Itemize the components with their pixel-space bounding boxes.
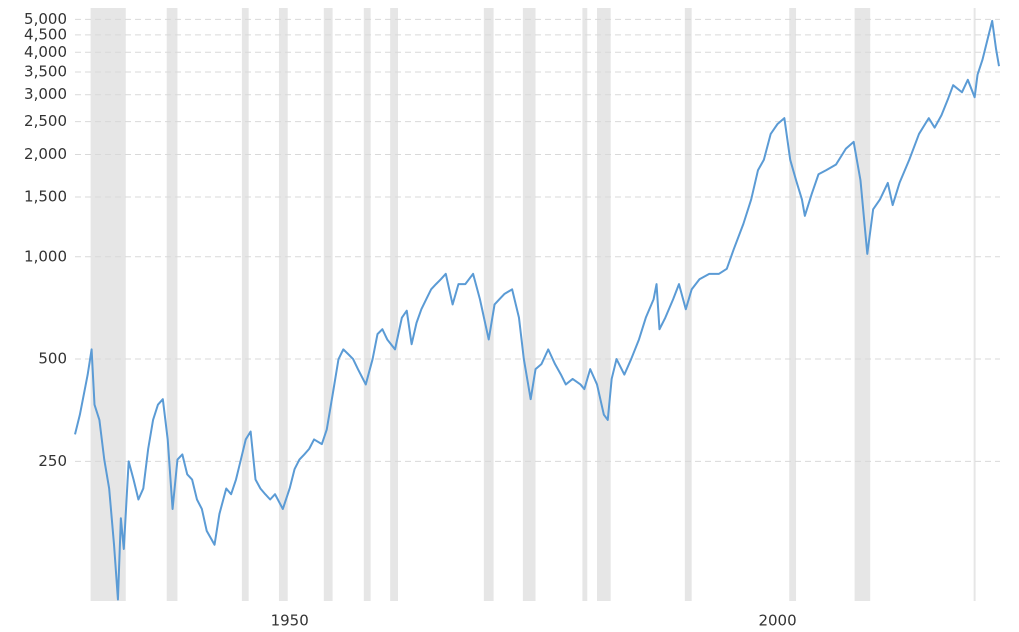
y-tick-label: 3,000: [24, 85, 67, 103]
recession-band: [582, 8, 588, 601]
y-tick-label: 1,500: [24, 187, 67, 205]
y-tick-label: 500: [38, 350, 67, 368]
recession-band: [363, 8, 371, 601]
recession-band: [166, 8, 178, 601]
recession-band: [241, 8, 249, 601]
x-tick-label: 2000: [758, 612, 796, 630]
y-tick-label: 5,000: [24, 10, 67, 28]
recession-band: [483, 8, 494, 601]
y-tick-label: 250: [38, 452, 67, 470]
recession-band: [854, 8, 871, 601]
recession-band: [597, 8, 611, 601]
recession-band: [323, 8, 333, 601]
recession-band: [684, 8, 692, 601]
recession-band: [789, 8, 797, 601]
recession-band: [90, 8, 126, 601]
x-tick-label: 1950: [271, 612, 309, 630]
y-tick-label: 1,000: [24, 247, 67, 265]
recession-band: [390, 8, 398, 601]
recession-band: [522, 8, 536, 601]
y-tick-label: 2,000: [24, 145, 67, 163]
y-tick-label: 4,500: [24, 25, 67, 43]
y-tick-label: 4,000: [24, 43, 67, 61]
recession-band: [973, 8, 976, 601]
y-tick-label: 3,500: [24, 62, 67, 80]
y-tick-label: 2,500: [24, 112, 67, 130]
recession-band: [278, 8, 288, 601]
series-line: [74, 19, 1001, 601]
